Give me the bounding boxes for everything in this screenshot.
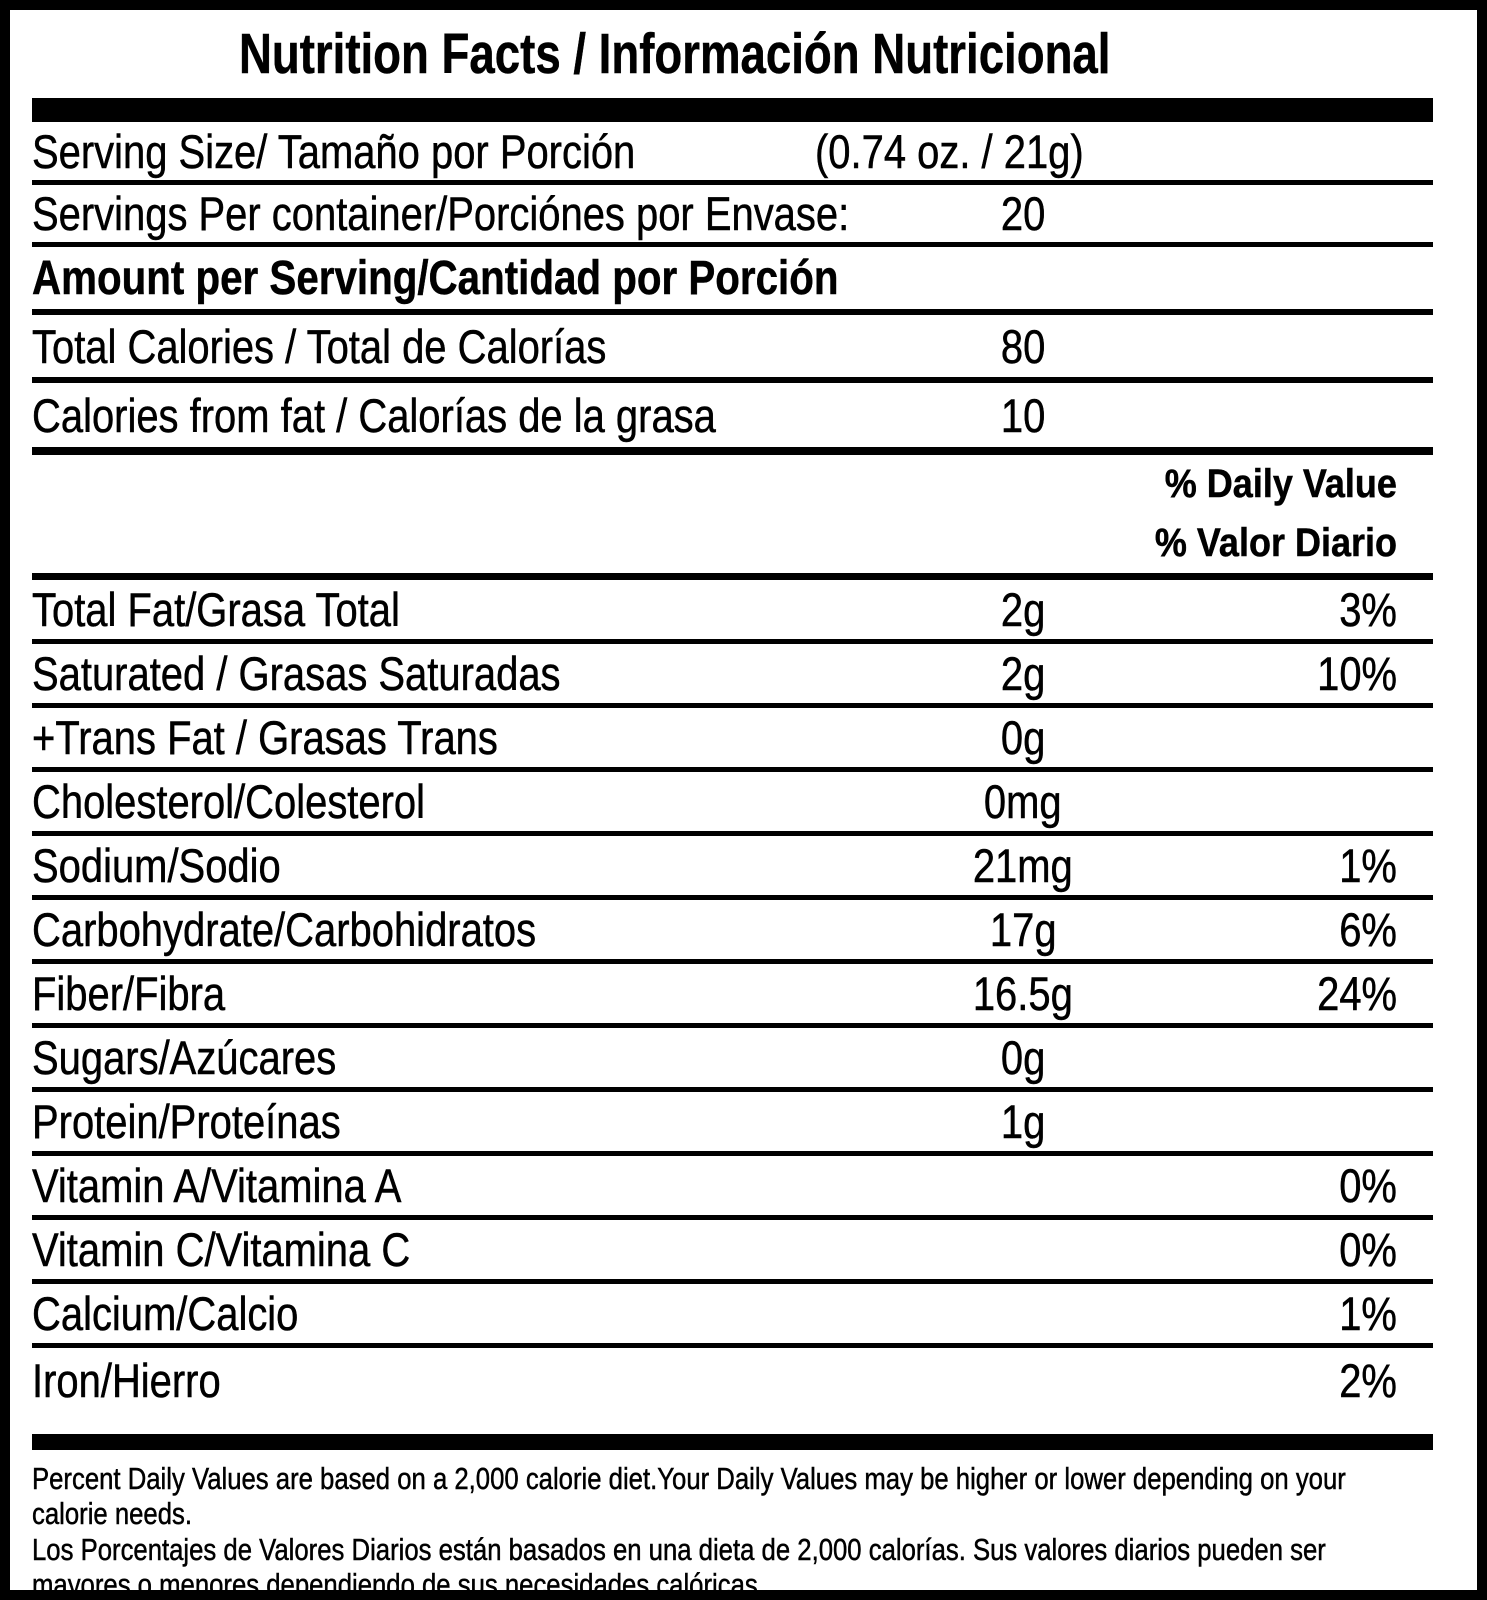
title-separator-bar [32,98,1433,122]
nutrient-label: Iron/Hierro [32,1353,221,1407]
serving-size-row: Serving Size/ Tamaño por Porción (0.74 o… [32,122,1433,185]
calories-from-fat-label: Calories from fat / Calorías de la grasa [32,388,716,442]
calories-from-fat-value: 10 [1000,388,1046,442]
nutrient-row: Fiber/Fibra 16.5g 24% [32,964,1433,1028]
nutrient-amount: 0g [1000,1031,1046,1085]
nutrient-rows: Total Fat/Grasa Total 2g 3% Saturated / … [32,580,1433,1412]
nutrient-row: Sugars/Azúcares 0g [32,1028,1433,1092]
servings-per-container-label: Servings Per container/Porciónes por Env… [32,187,850,241]
total-calories-value: 80 [1000,319,1046,373]
nutrient-row: Vitamin C/Vitamina C 0% [32,1220,1433,1284]
servings-per-container-value: 20 [1000,187,1046,241]
total-calories-label: Total Calories / Total de Calorías [32,319,607,373]
footnote-english: Percent Daily Values are based on a 2,00… [32,1461,1346,1531]
page-title: Nutrition Facts / Información Nutriciona… [238,22,1111,87]
nutrient-row: Vitamin A/Vitamina A 0% [32,1156,1433,1220]
calories-from-fat-row: Calories from fat / Calorías de la grasa… [32,383,1433,455]
footnotes: Percent Daily Values are based on a 2,00… [32,1450,1433,1600]
nutrient-row: Carbohydrate/Carbohidratos 17g 6% [32,900,1433,964]
label-header: Nutrition Facts / Información Nutriciona… [32,10,1433,98]
nutrient-amount [863,1222,1183,1277]
nutrient-amount [863,1286,1183,1341]
nutrient-daily-value: 0% [1339,1223,1397,1277]
nutrient-daily-value: 2% [1339,1353,1397,1407]
nutrient-daily-value: 0% [1339,1159,1397,1213]
servings-per-container-row: Servings Per container/Porciónes por Env… [32,185,1433,247]
nutrient-amount: 17g [989,903,1057,957]
nutrient-row: +Trans Fat / Grasas Trans 0g [32,708,1433,772]
nutrient-row: Calcium/Calcio 1% [32,1284,1433,1348]
nutrient-label: Saturated / Grasas Saturadas [32,647,561,701]
servings-per-container: Servings Per container/Porciónes por Env… [32,186,863,241]
serving-size-value: (0.74 oz. / 21g) [814,124,1084,178]
amount-per-serving-header-row: Amount per Serving/Cantidad por Porción [32,247,1433,315]
serving-size: Serving Size/ Tamaño por Porción (0.74 o… [32,124,1433,179]
nutrient-daily-value: 1% [1339,1287,1397,1341]
total-calories-row: Total Calories / Total de Calorías 80 [32,315,1433,383]
nutrient-amount [863,1353,1183,1408]
nutrient-row: Cholesterol/Colesterol 0mg [32,772,1433,836]
footer-separator-bar [32,1434,1433,1450]
nutrient-label: +Trans Fat / Grasas Trans [32,711,498,765]
nutrient-row: Total Fat/Grasa Total 2g 3% [32,580,1433,644]
nutrient-daily-value [1183,710,1433,765]
nutrient-amount: 2g [1000,647,1046,701]
nutrient-amount: 2g [1000,583,1046,637]
nutrient-daily-value [1183,1094,1433,1149]
nutrient-daily-value [1183,774,1433,829]
nutrient-amount: 1g [1000,1095,1046,1149]
nutrient-label: Protein/Proteínas [32,1095,341,1149]
nutrient-label: Calcium/Calcio [32,1287,299,1341]
nutrient-label: Carbohydrate/Carbohidratos [32,903,537,957]
nutrient-daily-value: 10% [1317,647,1397,701]
daily-value-header-en: % Daily Value [1164,462,1398,507]
nutrient-row: Protein/Proteínas 1g [32,1092,1433,1156]
nutrient-row: Sodium/Sodio 21mg 1% [32,836,1433,900]
nutrient-amount: 16.5g [973,967,1073,1021]
nutrient-label: Sodium/Sodio [32,839,281,893]
nutrient-label: Cholesterol/Colesterol [32,775,426,829]
nutrient-label: Total Fat/Grasa Total [32,583,400,637]
nutrient-amount: 21mg [973,839,1073,893]
nutrient-daily-value: 24% [1317,967,1397,1021]
amount-per-serving-header: Amount per Serving/Cantidad por Porción [32,252,839,306]
nutrient-label: Vitamin A/Vitamina A [32,1159,402,1213]
nutrient-daily-value: 3% [1339,583,1397,637]
nutrient-daily-value: 6% [1339,903,1397,957]
daily-value-header: % Daily Value % Valor Diario [32,455,1433,580]
serving-size-label: Serving Size/ Tamaño por Porción [32,124,636,178]
daily-value-header-es: % Valor Diario [1154,521,1398,566]
nutrient-label: Vitamin C/Vitamina C [32,1223,411,1277]
nutrient-label: Sugars/Azúcares [32,1031,337,1085]
nutrient-amount: 0mg [984,775,1062,829]
nutrient-daily-value [1183,1030,1433,1085]
nutrient-amount [863,1158,1183,1213]
nutrient-row: Iron/Hierro 2% [32,1348,1433,1412]
nutrient-row: Saturated / Grasas Saturadas 2g 10% [32,644,1433,708]
nutrient-daily-value: 1% [1339,839,1397,893]
footnote-spanish: Los Porcentajes de Valores Diarios están… [32,1532,1326,1600]
nutrient-amount: 0g [1000,711,1046,765]
nutrient-label: Fiber/Fibra [32,967,226,1021]
